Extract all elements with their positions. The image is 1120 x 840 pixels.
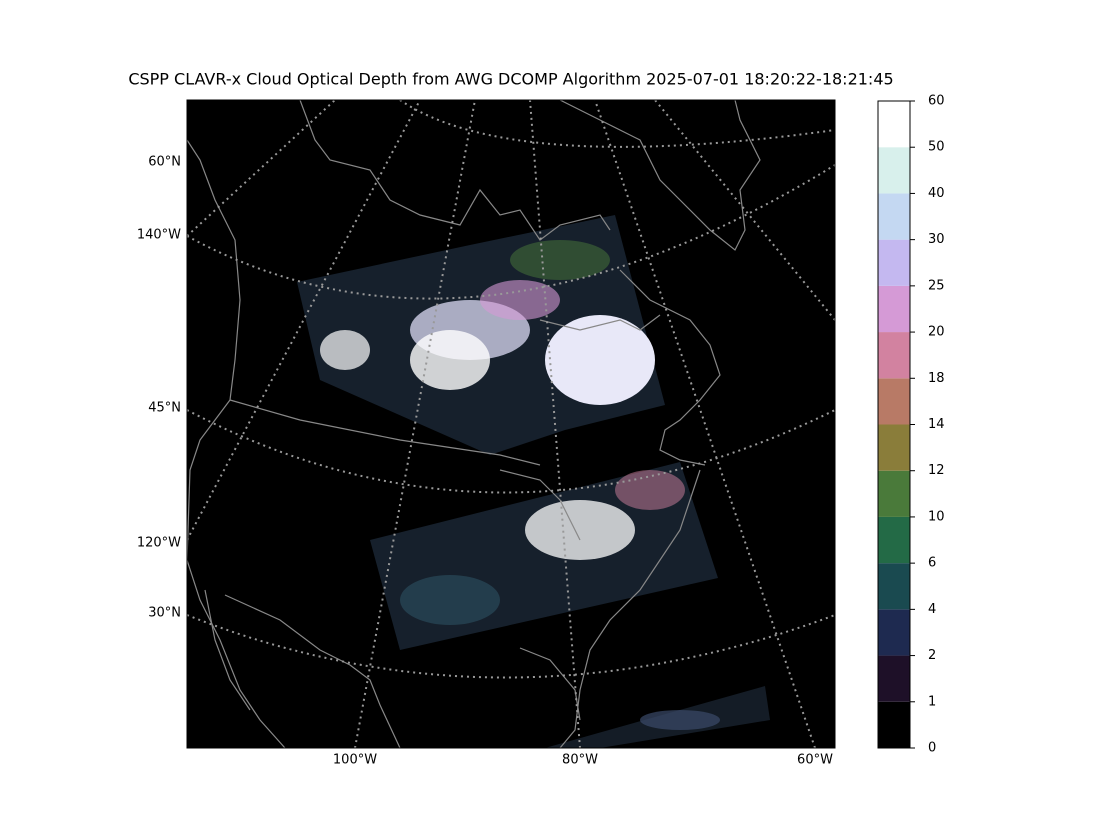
- colorbar-tick-label: 50: [928, 140, 945, 155]
- colorbar-segment: [878, 101, 910, 148]
- lon-label: 60°W: [797, 753, 833, 768]
- lon-label: 120°W: [137, 536, 181, 551]
- cloud-imagery: [297, 215, 770, 748]
- colorbar-tick-label: 1: [928, 694, 936, 709]
- map: [187, 100, 835, 748]
- colorbar-segment: [878, 563, 910, 610]
- colorbar-segment: [878, 424, 910, 471]
- colorbar-tick-label: 14: [928, 417, 945, 432]
- colorbar-segment: [878, 516, 910, 564]
- colorbar-segment: [878, 239, 910, 286]
- colorbar-tick-label: 12: [928, 463, 945, 478]
- lon-label: 140°W: [137, 228, 181, 243]
- colorbar-tick-label: 0: [928, 741, 936, 756]
- colorbar-segment: [878, 378, 910, 425]
- colorbar-segment: [878, 332, 910, 379]
- colorbar-tick-label: 18: [928, 371, 945, 386]
- colorbar-segment: [878, 193, 910, 240]
- colorbar-segment: [878, 701, 910, 748]
- colorbar-tick-label: 60: [928, 94, 945, 109]
- lon-label: 80°W: [562, 753, 598, 768]
- title: CSPP CLAVR-x Cloud Optical Depth from AW…: [128, 70, 893, 89]
- coastlines: [187, 100, 761, 748]
- lon-label: 100°W: [333, 753, 377, 768]
- colorbar-tick-label: 6: [928, 556, 936, 571]
- colorbar-segment: [878, 609, 910, 656]
- colorbar-tick-label: 4: [928, 602, 936, 617]
- lat-label: 60°N: [148, 155, 181, 170]
- colorbar-segment: [878, 285, 910, 333]
- colorbar-tick-label: 2: [928, 648, 936, 663]
- colorbar-segment: [878, 470, 910, 517]
- colorbar-tick-label: 10: [928, 509, 945, 524]
- colorbar-segment: [878, 655, 910, 702]
- lat-label: 45°N: [148, 401, 181, 416]
- graticule: [187, 100, 835, 748]
- map-frame: [186, 99, 836, 749]
- colorbar-tick-label: 40: [928, 186, 945, 201]
- lat-label: 30°N: [148, 606, 181, 621]
- colorbar-tick-label: 30: [928, 232, 945, 247]
- colorbar-tick-label: 25: [928, 278, 945, 293]
- colorbar-segment: [878, 147, 910, 194]
- colorbar-tick-label: 20: [928, 325, 945, 340]
